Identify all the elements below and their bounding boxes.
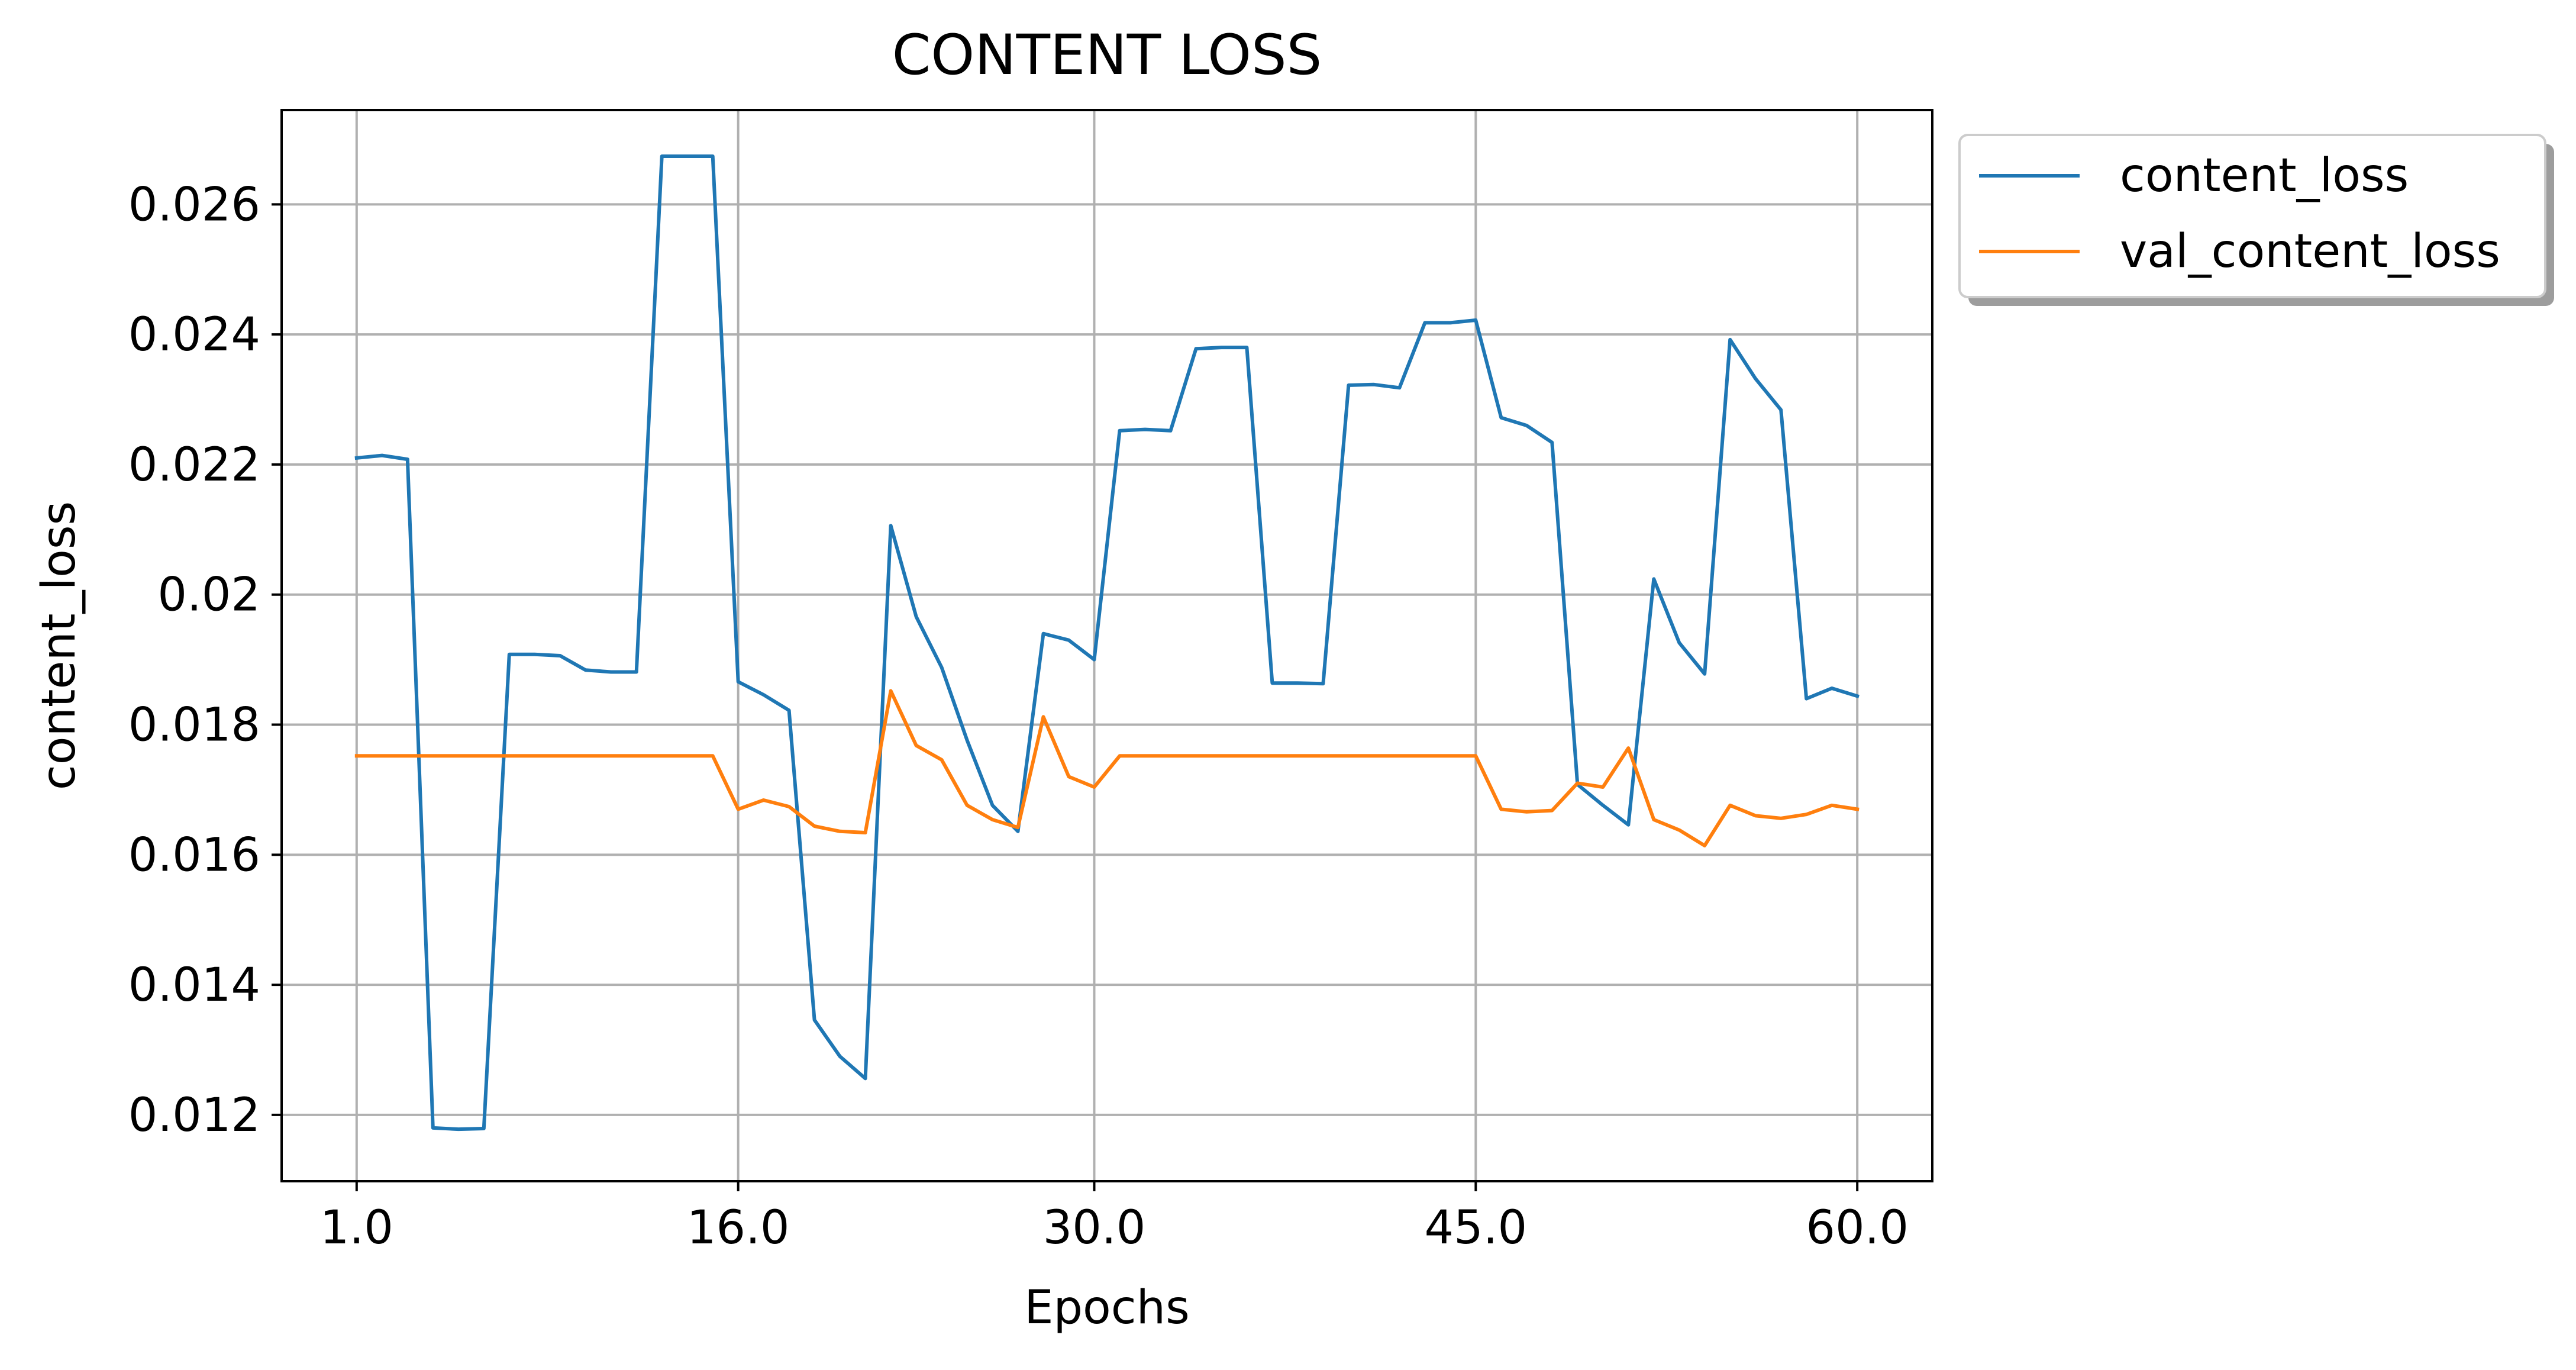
x-tick-label: 1.0 xyxy=(320,1201,393,1255)
y-tick-label: 0.018 xyxy=(128,699,260,752)
legend-box xyxy=(1958,134,2546,298)
legend-label-val-content-loss: val_content_loss xyxy=(2120,225,2500,278)
x-axis-ticks: 1.0 16.0 30.0 45.0 60.0 xyxy=(320,1181,1909,1255)
series-line-content-loss xyxy=(354,154,1860,1132)
chart-legend: content_loss val_content_loss xyxy=(1958,134,2554,306)
y-tick-label: 0.016 xyxy=(128,829,260,882)
y-axis-ticks: 0.012 0.014 0.016 0.018 0.02 0.022 0.024 0.026 xyxy=(128,178,282,1142)
y-tick-label: 0.026 xyxy=(128,178,260,231)
y-axis-label: content_loss xyxy=(33,501,86,790)
x-tick-label: 30.0 xyxy=(1043,1201,1146,1255)
y-tick-label: 0.024 xyxy=(128,308,260,362)
plot-series xyxy=(354,154,1860,1132)
y-tick-label: 0.012 xyxy=(128,1089,260,1142)
x-tick-label: 60.0 xyxy=(1806,1201,1909,1255)
legend-label-content-loss: content_loss xyxy=(2120,149,2409,202)
y-tick-label: 0.022 xyxy=(128,439,260,492)
series-line-val-content-loss xyxy=(354,689,1860,847)
chart-title: CONTENT LOSS xyxy=(892,23,1322,88)
y-tick-label: 0.014 xyxy=(128,959,260,1012)
x-tick-label: 45.0 xyxy=(1425,1201,1528,1255)
y-tick-label: 0.02 xyxy=(157,569,260,622)
x-axis-label: Epochs xyxy=(1024,1281,1189,1334)
plot-frame xyxy=(280,109,1933,1182)
x-tick-label: 16.0 xyxy=(687,1201,790,1255)
